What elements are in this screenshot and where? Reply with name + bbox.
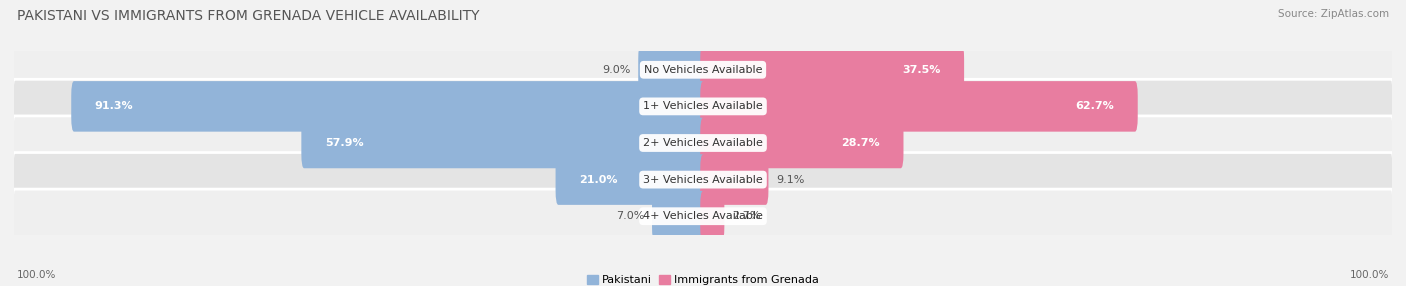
FancyBboxPatch shape — [13, 43, 1393, 97]
Text: 21.0%: 21.0% — [579, 175, 617, 184]
Text: 9.1%: 9.1% — [776, 175, 804, 184]
Text: 62.7%: 62.7% — [1076, 102, 1115, 111]
FancyBboxPatch shape — [700, 81, 1137, 132]
FancyBboxPatch shape — [13, 116, 1393, 170]
Text: 7.0%: 7.0% — [616, 211, 644, 221]
FancyBboxPatch shape — [72, 81, 706, 132]
FancyBboxPatch shape — [13, 79, 1393, 134]
Text: 57.9%: 57.9% — [325, 138, 363, 148]
FancyBboxPatch shape — [700, 154, 769, 205]
Text: 37.5%: 37.5% — [903, 65, 941, 75]
Text: PAKISTANI VS IMMIGRANTS FROM GRENADA VEHICLE AVAILABILITY: PAKISTANI VS IMMIGRANTS FROM GRENADA VEH… — [17, 9, 479, 23]
Text: 100.0%: 100.0% — [1350, 270, 1389, 280]
Text: 100.0%: 100.0% — [17, 270, 56, 280]
Text: 3+ Vehicles Available: 3+ Vehicles Available — [643, 175, 763, 184]
Text: 91.3%: 91.3% — [94, 102, 134, 111]
Text: 4+ Vehicles Available: 4+ Vehicles Available — [643, 211, 763, 221]
Text: 1+ Vehicles Available: 1+ Vehicles Available — [643, 102, 763, 111]
FancyBboxPatch shape — [301, 118, 706, 168]
FancyBboxPatch shape — [652, 191, 706, 241]
FancyBboxPatch shape — [700, 118, 904, 168]
FancyBboxPatch shape — [13, 189, 1393, 243]
Legend: Pakistani, Immigrants from Grenada: Pakistani, Immigrants from Grenada — [585, 273, 821, 286]
FancyBboxPatch shape — [555, 154, 706, 205]
Text: Source: ZipAtlas.com: Source: ZipAtlas.com — [1278, 9, 1389, 19]
FancyBboxPatch shape — [13, 152, 1393, 207]
Text: 2.7%: 2.7% — [733, 211, 761, 221]
FancyBboxPatch shape — [700, 45, 965, 95]
Text: 2+ Vehicles Available: 2+ Vehicles Available — [643, 138, 763, 148]
Text: No Vehicles Available: No Vehicles Available — [644, 65, 762, 75]
Text: 28.7%: 28.7% — [841, 138, 880, 148]
FancyBboxPatch shape — [700, 191, 724, 241]
Text: 9.0%: 9.0% — [602, 65, 631, 75]
FancyBboxPatch shape — [638, 45, 706, 95]
